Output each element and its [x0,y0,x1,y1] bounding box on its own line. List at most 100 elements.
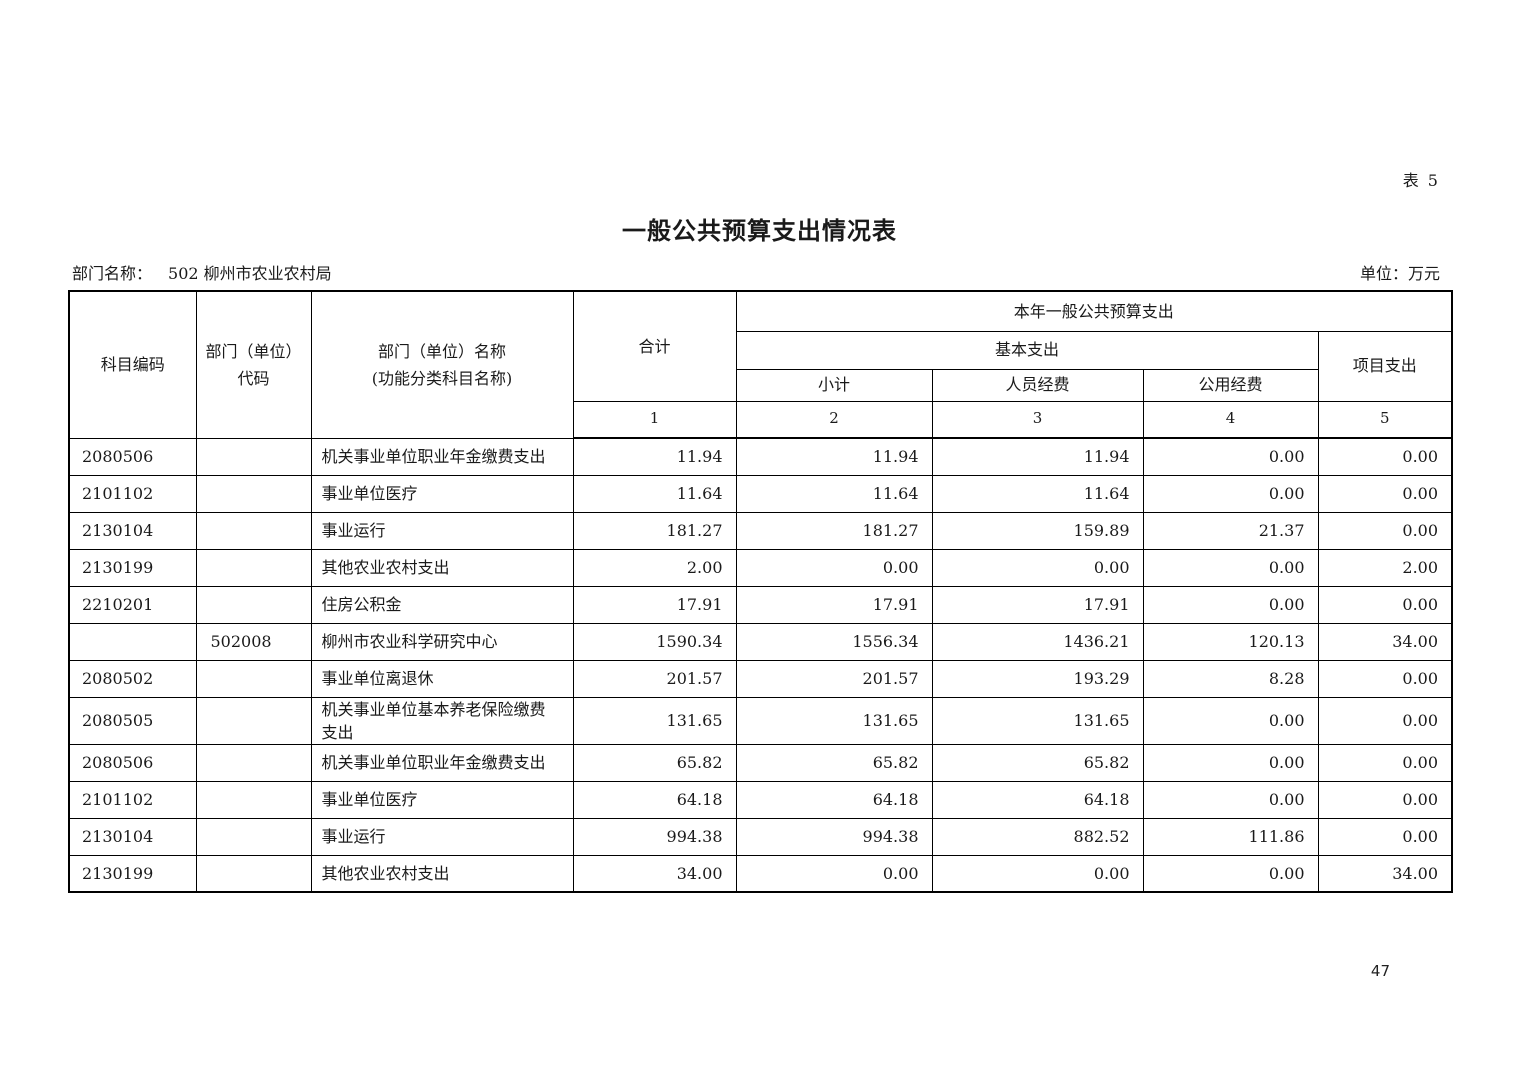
cell-personnel: 131.65 [931,696,1144,745]
header-project-expenditure: 项目支出 [1317,330,1453,402]
cell-total: 17.91 [572,585,737,624]
cell-project: 0.00 [1317,585,1453,624]
cell-public-funds: 0.00 [1142,474,1319,513]
table-row: 2130104 事业运行 994.38 994.38 882.52 111.86… [68,817,1453,856]
table-row: 2101102 事业单位医疗 64.18 64.18 64.18 0.00 0.… [68,780,1453,819]
cell-name: 事业单位医疗 [310,780,574,819]
cell-subject-code [68,622,197,661]
cell-total: 2.00 [572,548,737,587]
cell-dept-code: 502008 [195,622,312,661]
cell-total: 11.94 [572,437,737,476]
cell-public-funds: 120.13 [1142,622,1319,661]
cell-personnel: 193.29 [931,659,1144,698]
department-value: 502 柳州市农业农村局 [168,264,332,283]
cell-subtotal: 181.27 [735,511,933,550]
header-col-number-3: 3 [931,400,1144,439]
cell-total: 11.64 [572,474,737,513]
cell-public-funds: 0.00 [1142,437,1319,476]
page-title: 一般公共预算支出情况表 [622,216,897,245]
cell-name: 柳州市农业科学研究中心 [310,622,574,661]
cell-personnel: 17.91 [931,585,1144,624]
cell-subject-code: 2130104 [68,511,197,550]
cell-subtotal: 0.00 [735,854,933,893]
cell-project: 0.00 [1317,817,1453,856]
cell-public-funds: 111.86 [1142,817,1319,856]
header-dept-code-line1: 部门（单位） [205,341,302,361]
cell-subject-code: 2080506 [68,437,197,476]
header-total: 合计 [572,290,737,402]
header-col-number-1: 1 [572,400,737,439]
cell-project: 34.00 [1317,854,1453,893]
cell-subject-code: 2080506 [68,743,197,782]
table-number-label: 表 5 [1402,171,1440,190]
cell-project: 34.00 [1317,622,1453,661]
table-row: 2130199 其他农业农村支出 34.00 0.00 0.00 0.00 34… [68,854,1453,893]
cell-project: 0.00 [1317,511,1453,550]
cell-public-funds: 0.00 [1142,854,1319,893]
cell-name: 其他农业农村支出 [310,854,574,893]
cell-dept-code [195,696,312,745]
cell-public-funds: 0.00 [1142,780,1319,819]
cell-total: 201.57 [572,659,737,698]
cell-subject-code: 2101102 [68,474,197,513]
header-dept-code-line2: 代码 [237,368,270,388]
cell-total: 994.38 [572,817,737,856]
cell-project: 2.00 [1317,548,1453,587]
cell-subject-code: 2080505 [68,696,197,745]
cell-total: 131.65 [572,696,737,745]
page-number: 47 [1370,962,1390,980]
cell-subject-code: 2080502 [68,659,197,698]
table-row: 2080505 机关事业单位基本养老保险缴费支出 131.65 131.65 1… [68,696,1453,745]
header-dept-name: 部门（单位）名称 (功能分类科目名称) [310,290,574,439]
cell-total: 34.00 [572,854,737,893]
cell-personnel: 64.18 [931,780,1144,819]
cell-project: 0.00 [1317,474,1453,513]
cell-name: 机关事业单位职业年金缴费支出 [310,437,574,476]
cell-subtotal: 11.64 [735,474,933,513]
cell-subtotal: 0.00 [735,548,933,587]
cell-dept-code [195,854,312,893]
cell-subtotal: 994.38 [735,817,933,856]
cell-personnel: 0.00 [931,548,1144,587]
department-name: 部门名称： 502 柳州市农业农村局 [72,260,332,284]
cell-dept-code [195,659,312,698]
table-row: 2130199 其他农业农村支出 2.00 0.00 0.00 0.00 2.0… [68,548,1453,587]
table-row: 2080506 机关事业单位职业年金缴费支出 65.82 65.82 65.82… [68,743,1453,782]
cell-personnel: 11.94 [931,437,1144,476]
cell-project: 0.00 [1317,437,1453,476]
cell-public-funds: 21.37 [1142,511,1319,550]
cell-dept-code [195,548,312,587]
cell-subtotal: 1556.34 [735,622,933,661]
cell-personnel: 159.89 [931,511,1144,550]
table-row: 502008 柳州市农业科学研究中心 1590.34 1556.34 1436.… [68,622,1453,661]
cell-dept-code [195,585,312,624]
header-current-year-expenditure: 本年一般公共预算支出 [735,290,1453,332]
cell-name: 机关事业单位职业年金缴费支出 [310,743,574,782]
cell-dept-code [195,474,312,513]
header-dept-name-line2: (功能分类科目名称) [371,368,513,388]
cell-subtotal: 17.91 [735,585,933,624]
cell-dept-code [195,511,312,550]
header-personnel-funds: 人员经费 [931,368,1144,402]
cell-dept-code [195,817,312,856]
cell-subtotal: 64.18 [735,780,933,819]
header-subject-code: 科目编码 [68,290,197,439]
cell-total: 64.18 [572,780,737,819]
cell-project: 0.00 [1317,780,1453,819]
cell-total: 1590.34 [572,622,737,661]
table-row: 2210201 住房公积金 17.91 17.91 17.91 0.00 0.0… [68,585,1453,624]
cell-name: 事业运行 [310,511,574,550]
cell-personnel: 0.00 [931,854,1144,893]
cell-subtotal: 65.82 [735,743,933,782]
cell-dept-code [195,743,312,782]
cell-personnel: 11.64 [931,474,1144,513]
cell-personnel: 882.52 [931,817,1144,856]
header-col-number-2: 2 [735,400,933,439]
cell-project: 0.00 [1317,743,1453,782]
cell-project: 0.00 [1317,659,1453,698]
cell-name: 事业运行 [310,817,574,856]
cell-name: 其他农业农村支出 [310,548,574,587]
unit-label: 单位：万元 [1359,264,1440,283]
header-col-number-5: 5 [1317,400,1453,439]
table-row: 2080502 事业单位离退休 201.57 201.57 193.29 8.2… [68,659,1453,698]
